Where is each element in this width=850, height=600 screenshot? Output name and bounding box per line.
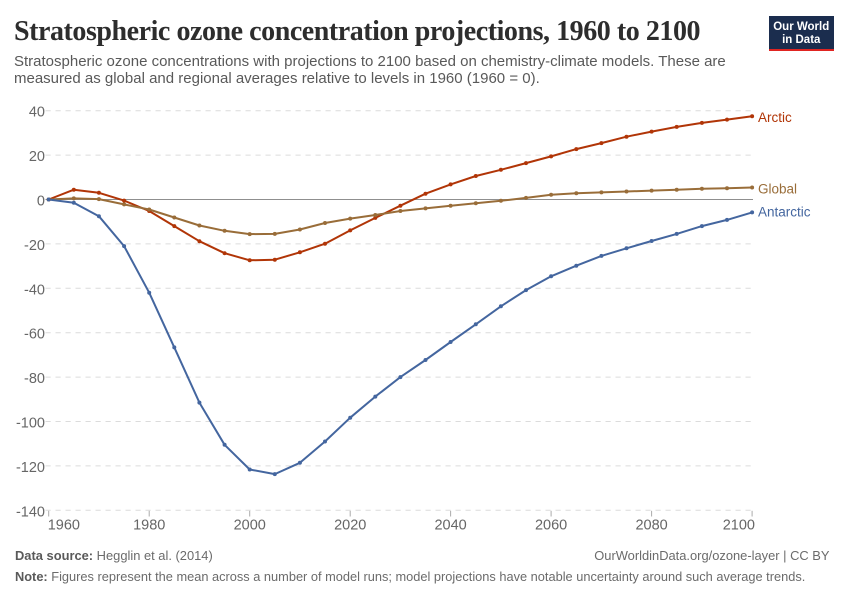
svg-text:2080: 2080 <box>635 518 667 534</box>
svg-text:Antarctic: Antarctic <box>758 205 811 220</box>
svg-text:-100: -100 <box>16 416 45 432</box>
svg-text:1980: 1980 <box>133 518 165 534</box>
svg-text:1960: 1960 <box>48 518 80 534</box>
svg-text:2000: 2000 <box>234 518 266 534</box>
svg-text:0: 0 <box>37 194 45 210</box>
svg-text:-140: -140 <box>16 504 45 520</box>
svg-text:-80: -80 <box>24 371 45 387</box>
svg-text:2100: 2100 <box>723 518 755 534</box>
svg-text:40: 40 <box>29 105 45 121</box>
svg-text:2040: 2040 <box>434 518 466 534</box>
svg-text:-40: -40 <box>24 282 45 298</box>
svg-text:Arctic: Arctic <box>758 110 792 125</box>
svg-text:-20: -20 <box>24 238 45 254</box>
svg-text:-120: -120 <box>16 460 45 476</box>
svg-text:20: 20 <box>29 149 45 165</box>
svg-text:2020: 2020 <box>334 518 366 534</box>
svg-text:-60: -60 <box>24 327 45 343</box>
svg-text:2060: 2060 <box>535 518 567 534</box>
svg-text:Global: Global <box>758 182 797 197</box>
